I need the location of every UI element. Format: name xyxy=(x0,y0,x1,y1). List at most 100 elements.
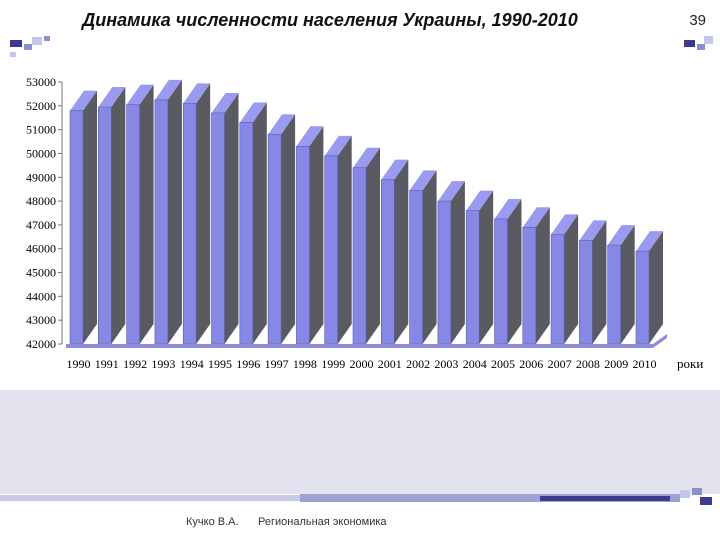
bar-side xyxy=(479,190,494,344)
x-tick-label: 2006 xyxy=(519,357,543,371)
x-tick-label: 2000 xyxy=(350,357,374,371)
page-number: 39 xyxy=(689,12,706,29)
bar-side xyxy=(507,198,522,344)
bar-front xyxy=(380,179,395,345)
chart-panel: 42000 43000 44000 45000 46000 47000 48000 49000… xyxy=(0,74,720,390)
bar-2007 xyxy=(550,214,579,345)
bars xyxy=(69,79,663,345)
bar-top xyxy=(353,147,380,168)
bar-top xyxy=(126,84,154,105)
bar-top xyxy=(466,190,494,211)
bar-top xyxy=(183,83,211,104)
bar-1995 xyxy=(211,92,239,345)
bar-2010 xyxy=(635,231,663,345)
bar-side xyxy=(366,147,380,344)
bar-front xyxy=(324,155,339,345)
bar-front xyxy=(550,234,565,345)
bar-side xyxy=(337,135,352,344)
bar-side xyxy=(167,79,182,344)
bar-top xyxy=(579,220,607,241)
bar-front xyxy=(154,99,169,345)
x-tick-label: 1995 xyxy=(208,357,232,371)
x-tick-label: 1993 xyxy=(151,357,175,371)
y-tick-label: 50000 xyxy=(26,146,56,160)
bar-front xyxy=(267,134,282,345)
slide-title: Динамика численности населения Украины, … xyxy=(82,10,578,30)
bar-front xyxy=(239,122,254,345)
bar-front xyxy=(465,210,480,345)
x-tick-label: 1990 xyxy=(67,357,91,371)
y-tick-label: 46000 xyxy=(26,242,56,256)
title-decoration xyxy=(10,36,713,57)
x-axis: 1990 1991 1992 1993 1994 1995 1996 1997 1998 1999… xyxy=(66,334,667,371)
x-tick-label: 1992 xyxy=(123,357,147,371)
bar-side xyxy=(196,83,211,344)
bar-1991 xyxy=(98,87,126,345)
bar-top xyxy=(381,159,409,180)
bar-2009 xyxy=(607,225,635,345)
footer-author: Кучко В.А. xyxy=(186,516,239,528)
bar-front xyxy=(635,250,650,345)
y-tick-label: 49000 xyxy=(26,170,56,184)
bar-front xyxy=(409,190,423,345)
x-tick-label: 1997 xyxy=(265,357,289,371)
bar-2001 xyxy=(380,159,409,345)
bar-front xyxy=(296,146,310,345)
x-tick-label: 2001 xyxy=(378,357,402,371)
bar-side xyxy=(564,214,579,344)
bar-2003 xyxy=(437,181,465,345)
bar-front xyxy=(522,226,537,345)
bar-top xyxy=(494,198,522,219)
y-tick-label: 45000 xyxy=(26,266,56,280)
bar-side xyxy=(450,181,465,344)
bar-side xyxy=(309,126,324,345)
bar-side xyxy=(592,220,607,344)
bar-2005 xyxy=(494,198,522,345)
x-tick-label: 2003 xyxy=(434,357,458,371)
bar-1998 xyxy=(296,126,324,345)
population-bar-chart: 42000 43000 44000 45000 46000 47000 48000 49000… xyxy=(26,75,703,371)
bar-side xyxy=(111,87,126,344)
bar-2008 xyxy=(579,220,607,345)
y-tick-label: 52000 xyxy=(26,99,56,113)
bar-top xyxy=(70,90,97,111)
bar-2002 xyxy=(409,170,437,345)
x-tick-label: 2010 xyxy=(633,357,657,371)
footer-decoration xyxy=(0,488,712,505)
x-tick-label: 1994 xyxy=(180,357,204,371)
bar-2004 xyxy=(465,190,494,345)
bar-top xyxy=(268,114,296,135)
chart-floor xyxy=(66,334,667,348)
bar-side xyxy=(224,92,239,344)
y-tick-label: 47000 xyxy=(26,218,56,232)
y-tick-label: 43000 xyxy=(26,313,56,327)
bar-top xyxy=(522,207,550,228)
x-tick-label: 2004 xyxy=(463,357,487,371)
x-tick-label: 2008 xyxy=(576,357,600,371)
bar-top xyxy=(211,92,239,113)
footer-course: Региональная экономика xyxy=(258,516,387,528)
bar-front xyxy=(494,218,508,345)
y-tick-label: 48000 xyxy=(26,194,56,208)
bar-front xyxy=(211,112,225,345)
bar-side xyxy=(139,84,154,345)
y-tick-label: 51000 xyxy=(26,123,56,137)
bar-top xyxy=(437,181,465,202)
bar-top xyxy=(239,102,267,123)
y-tick-label: 42000 xyxy=(26,337,56,351)
bar-top xyxy=(324,135,352,156)
y-axis: 42000 43000 44000 45000 46000 47000 48000 49000… xyxy=(26,75,63,351)
x-tick-label: 2009 xyxy=(604,357,628,371)
bar-side xyxy=(422,170,437,344)
bar-top xyxy=(154,79,182,100)
x-axis-title: роки xyxy=(677,356,703,371)
x-tick-label: 2007 xyxy=(548,357,572,371)
x-tick-label: 2002 xyxy=(406,357,430,371)
bar-1993 xyxy=(154,79,182,345)
bar-front xyxy=(69,110,84,345)
bar-front xyxy=(579,240,593,345)
bar-top xyxy=(296,126,324,147)
bar-front xyxy=(126,104,140,345)
lower-background-band xyxy=(0,390,720,494)
bar-1996 xyxy=(239,102,267,345)
